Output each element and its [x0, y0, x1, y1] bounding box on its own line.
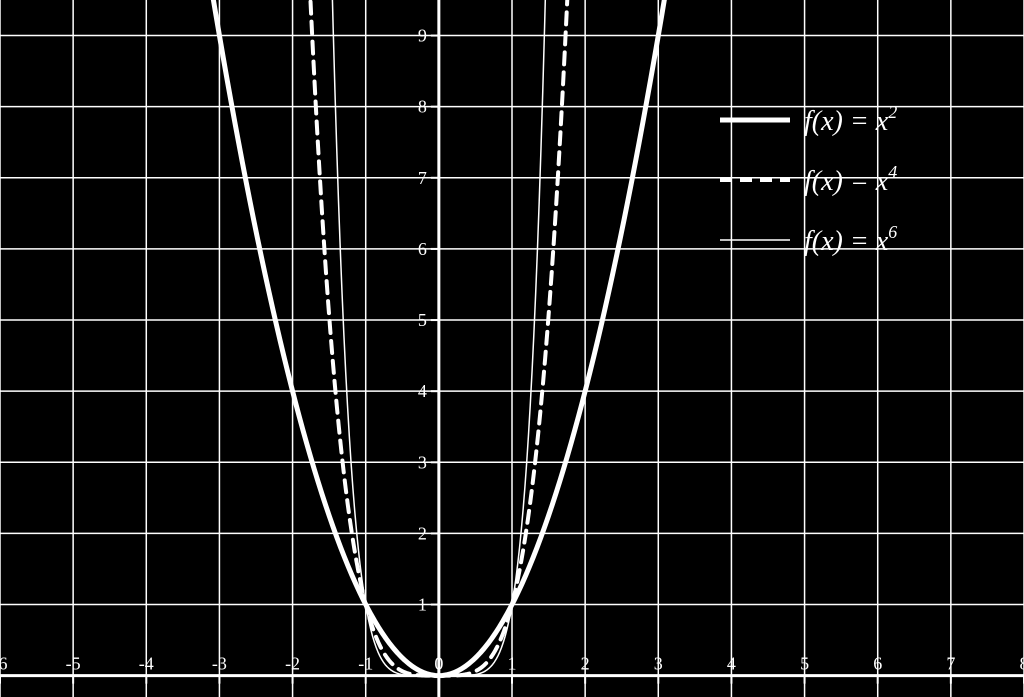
x-tick-label: 8 — [1020, 654, 1024, 674]
y-tick-label: 3 — [418, 452, 427, 472]
y-tick-label: 1 — [418, 595, 427, 615]
legend-label: f(x) = x4 — [804, 162, 897, 197]
power-functions-chart: -6 -5 -4 -3 -2 -1 0 1 2 3 4 5 6 7 8 1 2 3 4 5 6 7 8 9 f(x) = x2 f… — [0, 0, 1024, 697]
x-tick-label: 0 — [434, 654, 443, 674]
y-tick-label: 5 — [418, 310, 427, 330]
x-tick-label: -2 — [285, 654, 300, 674]
x-tick-label: -4 — [139, 654, 154, 674]
y-tick-label: 6 — [418, 239, 427, 259]
x-tick-label: -5 — [66, 654, 81, 674]
x-tick-label: 3 — [654, 654, 663, 674]
y-tick-label: 8 — [418, 97, 427, 117]
x-tick-label: -1 — [358, 654, 373, 674]
y-tick-label: 2 — [418, 523, 427, 543]
legend-label: f(x) = x2 — [804, 102, 897, 137]
y-tick-label: 9 — [418, 26, 427, 46]
x-tick-label: -6 — [0, 654, 8, 674]
x-tick-label: 5 — [800, 654, 809, 674]
legend-label: f(x) = x6 — [804, 222, 897, 257]
y-tick-label: 7 — [418, 168, 427, 188]
chart-canvas: -6 -5 -4 -3 -2 -1 0 1 2 3 4 5 6 7 8 1 2 3 4 5 6 7 8 9 f(x) = x2 f… — [0, 0, 1024, 697]
y-tick-label: 4 — [418, 381, 427, 401]
x-tick-label: 4 — [727, 654, 736, 674]
x-tick-label: -3 — [212, 654, 227, 674]
x-tick-label: 7 — [946, 654, 955, 674]
x-tick-label: 6 — [873, 654, 882, 674]
x-tick-label: 1 — [508, 654, 517, 674]
x-tick-label: 2 — [581, 654, 590, 674]
